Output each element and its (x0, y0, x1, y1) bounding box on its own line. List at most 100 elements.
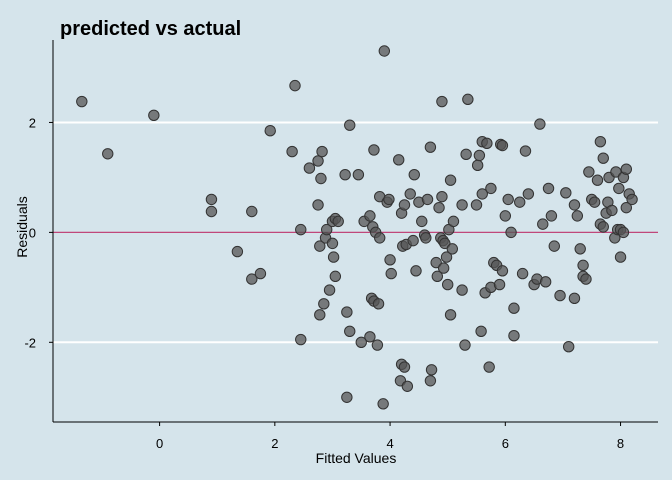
data-point (431, 270, 444, 283)
data-point (620, 201, 633, 214)
x-axis-label: Fitted Values (316, 450, 397, 466)
data-point (315, 172, 327, 185)
data-point (545, 210, 558, 222)
data-point (493, 278, 506, 291)
y-tick-labels: -2 0 2 (24, 115, 36, 350)
data-point (384, 254, 396, 266)
data-point (398, 199, 411, 211)
data-point (102, 148, 114, 160)
data-point (205, 205, 218, 218)
data-point (314, 240, 326, 252)
data-point (368, 144, 380, 156)
data-point (424, 375, 437, 387)
data-point (485, 182, 497, 195)
gridlines (53, 121, 658, 344)
y-tick-label: 2 (29, 115, 36, 130)
data-point (372, 298, 385, 310)
data-point (326, 237, 339, 250)
data-point (499, 210, 512, 222)
data-point (574, 243, 586, 255)
data-point (312, 199, 324, 211)
data-point (460, 148, 472, 161)
data-point (393, 154, 405, 166)
data-point (548, 240, 560, 252)
data-point (355, 336, 367, 349)
data-point (377, 398, 389, 410)
data-point (462, 93, 474, 106)
data-point (385, 267, 397, 280)
data-point (456, 284, 468, 296)
data-point (341, 306, 353, 318)
data-point (440, 251, 453, 263)
data-point (568, 199, 581, 211)
data-point (254, 267, 267, 280)
x-tick-label: 4 (386, 436, 393, 451)
data-point (424, 141, 437, 153)
data-point (341, 391, 353, 403)
data-point (508, 302, 520, 314)
data-point (76, 95, 88, 108)
data-point (371, 339, 384, 351)
data-point (436, 95, 448, 108)
data-point (332, 215, 344, 228)
data-point (539, 276, 552, 288)
data-points (76, 45, 638, 410)
data-point (626, 193, 638, 206)
data-point (562, 340, 575, 353)
y-tick-label: -2 (24, 335, 36, 350)
data-point (583, 166, 595, 178)
data-point (554, 289, 566, 302)
data-point (519, 145, 532, 157)
data-point (433, 201, 445, 214)
data-point (456, 199, 468, 211)
data-point (459, 339, 471, 351)
data-point (437, 262, 450, 274)
data-point (344, 325, 356, 338)
data-point (441, 278, 454, 291)
data-point (329, 270, 342, 283)
data-point (496, 265, 509, 277)
axes (49, 40, 658, 426)
data-point (289, 79, 301, 92)
data-point (339, 168, 351, 181)
data-point (446, 243, 458, 255)
data-point (537, 218, 549, 230)
data-point (420, 232, 432, 244)
data-point (613, 182, 625, 195)
data-point (314, 309, 326, 321)
data-point (444, 309, 457, 321)
data-point (323, 284, 336, 296)
data-point (303, 162, 316, 174)
chart-title: predicted vs actual (60, 18, 241, 40)
data-point (476, 188, 488, 200)
data-point (473, 149, 486, 162)
data-point (514, 196, 526, 208)
data-point (560, 187, 572, 199)
data-point (404, 188, 416, 200)
data-point (542, 182, 555, 195)
data-point (475, 325, 487, 338)
data-point (316, 145, 328, 158)
y-axis-label: Residuals (14, 196, 30, 257)
data-point (617, 226, 630, 239)
data-point (470, 199, 483, 211)
data-point (436, 190, 448, 203)
data-point (516, 267, 529, 280)
data-point (471, 159, 484, 172)
data-point (577, 259, 589, 272)
x-tick-labels: 0 2 4 6 8 (156, 436, 624, 451)
data-point (620, 163, 633, 175)
data-point (571, 210, 584, 222)
y-tick-label: 0 (29, 225, 36, 240)
data-point (352, 168, 365, 181)
data-point (286, 145, 298, 158)
data-point (597, 152, 609, 164)
data-point (522, 188, 535, 200)
data-point (502, 193, 514, 206)
data-point (597, 221, 609, 233)
data-point (505, 226, 517, 239)
data-point (594, 135, 607, 148)
data-point (421, 193, 434, 206)
data-point (398, 361, 411, 373)
